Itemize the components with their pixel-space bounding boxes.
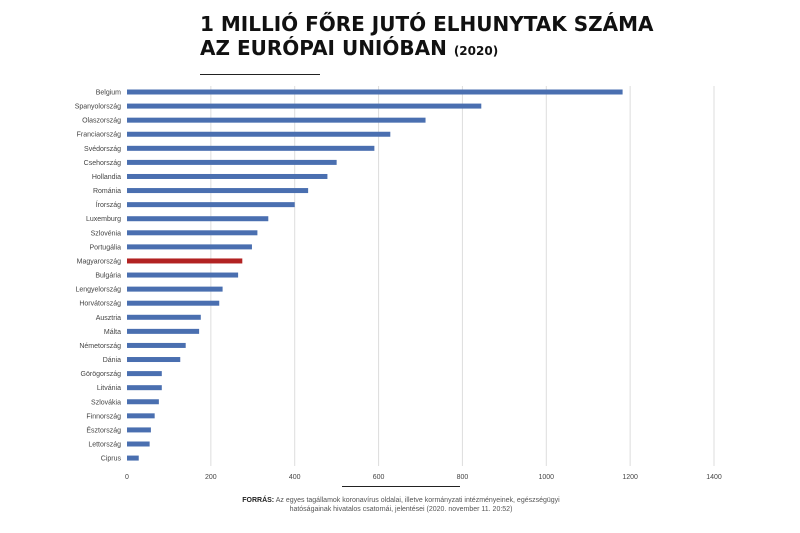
category-label: Magyarország <box>77 258 121 265</box>
bar <box>127 117 426 123</box>
bar <box>127 300 220 306</box>
bar <box>127 272 239 278</box>
bar <box>127 314 201 320</box>
bar <box>127 230 258 236</box>
x-tick-label: 1200 <box>622 474 638 481</box>
category-label: Litvánia <box>97 385 121 392</box>
source-note: FORRÁS: Az egyes tagállamok koronavírus … <box>236 496 566 514</box>
category-label: Görögország <box>81 371 122 378</box>
category-label: Németország <box>79 343 121 350</box>
category-label: Hollandia <box>92 174 121 181</box>
category-label: Ausztria <box>96 315 121 322</box>
x-tick-label: 800 <box>457 474 469 481</box>
bar <box>127 145 375 151</box>
x-tick-label: 0 <box>125 474 129 481</box>
bar <box>127 131 391 137</box>
bar <box>127 202 295 208</box>
category-label: Lettország <box>88 442 121 449</box>
title-line-2: AZ EURÓPAI UNIÓBAN (2020) <box>200 36 654 63</box>
category-label: Szlovákia <box>91 399 121 406</box>
bar <box>127 399 159 405</box>
bar <box>127 188 309 194</box>
bar <box>127 342 186 348</box>
bar <box>127 286 223 292</box>
category-label: Észtország <box>86 425 121 434</box>
x-tick-label: 1400 <box>706 474 722 481</box>
category-label: Svédország <box>84 146 121 153</box>
title-year: (2020) <box>453 44 499 58</box>
title-line-2-text: AZ EURÓPAI UNIÓBAN <box>200 36 447 60</box>
bar <box>127 159 337 165</box>
category-label: Belgium <box>96 90 121 97</box>
category-label: Luxemburg <box>86 216 121 223</box>
bar <box>127 173 328 179</box>
bar <box>127 328 200 334</box>
bar <box>127 441 150 447</box>
category-label: Csehország <box>84 160 121 167</box>
bar <box>127 103 482 109</box>
bar <box>127 357 181 363</box>
category-label: Románia <box>93 188 121 195</box>
category-label: Finnország <box>86 413 121 420</box>
x-tick-label: 400 <box>289 474 301 481</box>
category-label: Horvátország <box>79 301 121 308</box>
category-label: Málta <box>104 329 121 336</box>
category-label: Spanyolország <box>75 104 121 111</box>
category-label: Írország <box>96 200 121 209</box>
bar <box>127 89 623 95</box>
x-tick-label: 1000 <box>538 474 554 481</box>
source-text: Az egyes tagállamok koronavírus oldalai,… <box>275 497 560 513</box>
category-label: Olaszország <box>82 118 121 125</box>
bar <box>127 413 155 419</box>
bar-highlight <box>127 258 243 264</box>
category-label: Franciaország <box>77 132 121 139</box>
bar <box>127 244 252 250</box>
bar <box>127 427 151 433</box>
category-label: Lengyelország <box>75 287 121 294</box>
category-label: Dánia <box>103 357 121 364</box>
category-label: Ciprus <box>101 456 122 463</box>
category-label: Bulgária <box>95 273 121 280</box>
source-label: FORRÁS: <box>242 497 275 504</box>
title-line-1: 1 MILLIÓ FŐRE JUTÓ ELHUNYTAK SZÁMA <box>200 12 654 36</box>
source-divider <box>342 486 460 487</box>
bar <box>127 455 139 461</box>
x-tick-label: 200 <box>205 474 217 481</box>
bar <box>127 371 162 377</box>
chart-title: 1 MILLIÓ FŐRE JUTÓ ELHUNYTAK SZÁMA AZ EU… <box>200 12 654 63</box>
bar <box>127 385 162 391</box>
x-tick-label: 600 <box>373 474 385 481</box>
title-underline <box>200 74 320 75</box>
category-label: Szlovénia <box>91 230 121 237</box>
bar <box>127 216 269 222</box>
category-label: Portugália <box>89 244 121 251</box>
